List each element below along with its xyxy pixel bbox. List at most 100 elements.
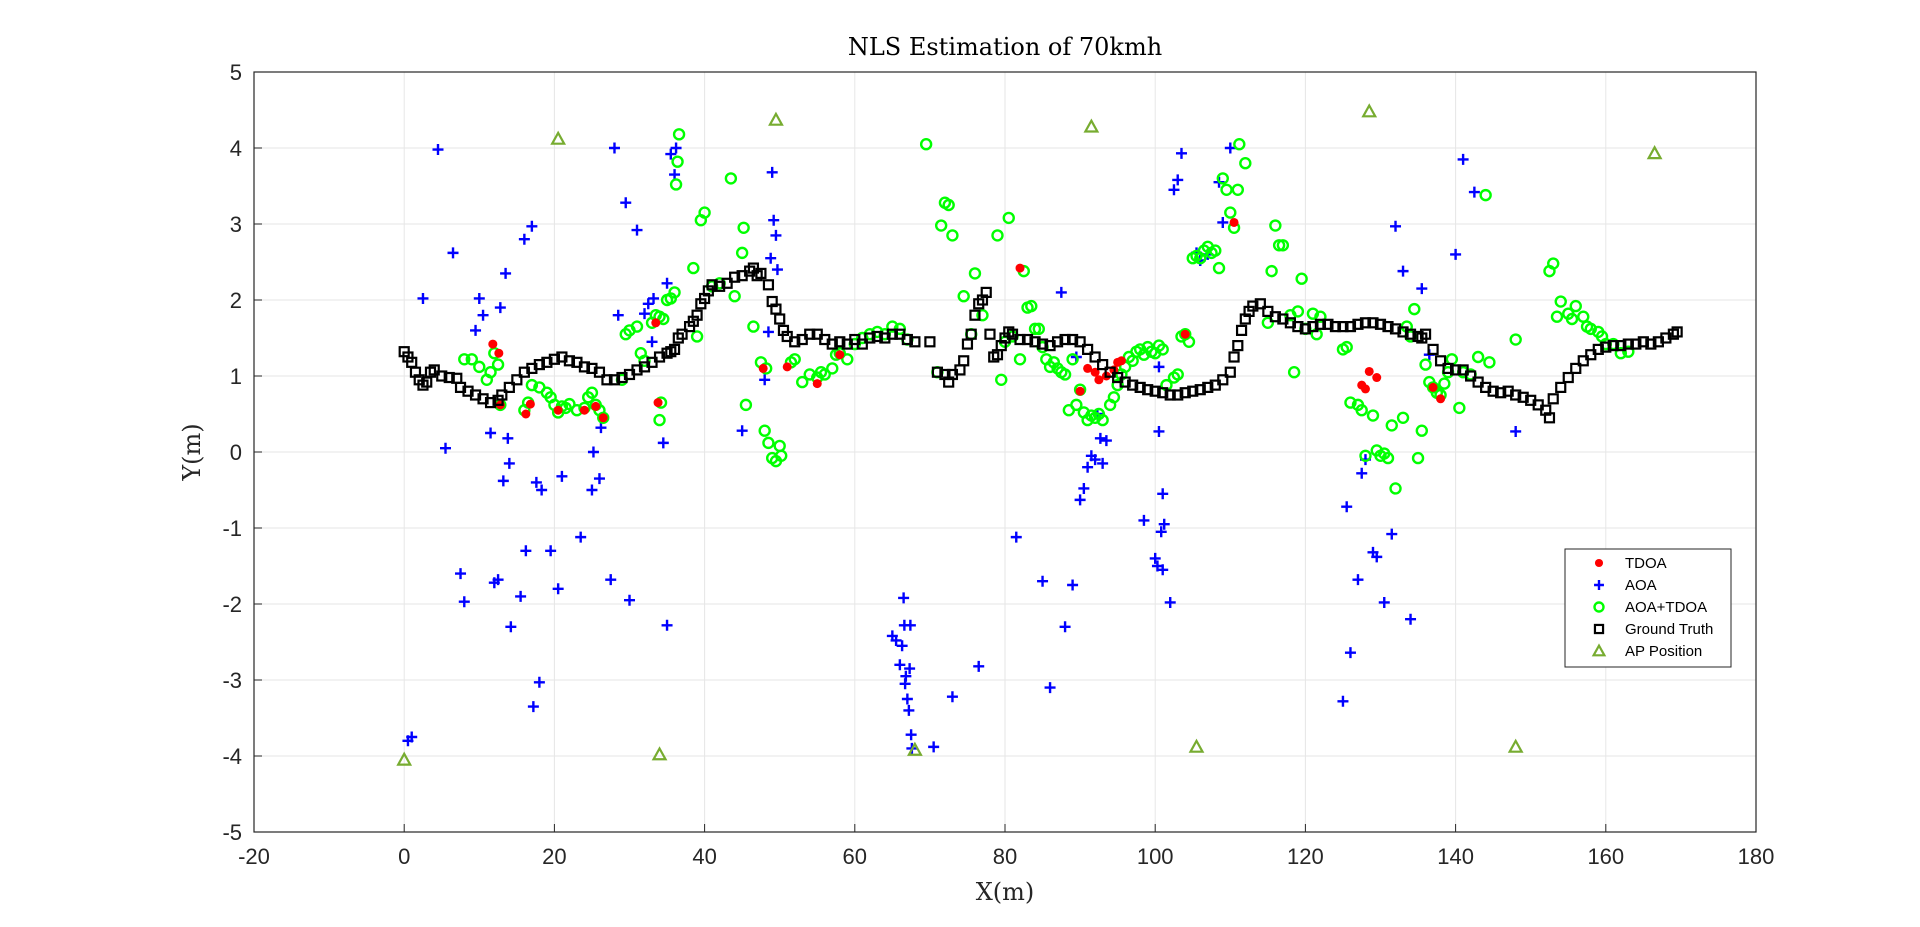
data-point xyxy=(1428,382,1438,392)
data-point xyxy=(1386,528,1398,540)
data-point xyxy=(1094,375,1104,385)
data-point xyxy=(1265,264,1278,278)
series-tdoa xyxy=(488,217,1446,423)
data-point xyxy=(417,292,429,304)
data-point xyxy=(969,309,981,321)
data-point xyxy=(593,473,605,485)
data-point xyxy=(1543,412,1556,424)
data-point xyxy=(477,309,489,321)
data-point xyxy=(1168,184,1180,196)
data-point xyxy=(1577,355,1589,367)
data-point xyxy=(668,286,681,299)
data-point xyxy=(653,413,666,427)
data-point xyxy=(1142,384,1154,396)
data-point xyxy=(515,590,527,602)
data-point xyxy=(904,663,916,675)
data-point xyxy=(691,309,703,321)
data-point xyxy=(672,128,686,141)
data-point xyxy=(646,336,658,348)
data-point xyxy=(1554,295,1567,308)
data-point xyxy=(1025,299,1038,313)
data-point xyxy=(657,437,669,449)
data-point xyxy=(1371,551,1383,563)
data-point xyxy=(492,574,504,586)
data-point xyxy=(587,446,599,458)
data-point xyxy=(1408,302,1421,316)
data-point xyxy=(1361,103,1378,118)
data-point xyxy=(530,476,542,488)
x-tick-label: 60 xyxy=(843,844,867,869)
data-point xyxy=(1630,338,1642,350)
data-point xyxy=(1450,248,1462,260)
data-point xyxy=(1645,338,1657,350)
data-point xyxy=(1153,361,1165,373)
data-point xyxy=(1254,298,1266,310)
data-point xyxy=(729,271,741,283)
data-point xyxy=(714,280,726,292)
data-point xyxy=(1291,305,1305,318)
data-point xyxy=(762,279,775,291)
data-point xyxy=(458,353,471,366)
data-point xyxy=(706,279,718,291)
data-point xyxy=(455,568,467,580)
data-point xyxy=(1427,343,1439,355)
data-point xyxy=(1028,322,1042,336)
data-point xyxy=(601,374,613,386)
data-point xyxy=(1224,142,1236,154)
data-point xyxy=(768,111,784,126)
data-point xyxy=(1233,137,1246,151)
data-point xyxy=(976,309,989,322)
data-point xyxy=(432,144,444,156)
data-point xyxy=(1157,564,1169,576)
data-point xyxy=(1157,488,1169,500)
data-point xyxy=(755,267,767,279)
data-point xyxy=(973,660,985,672)
y-tick-label: -5 xyxy=(222,820,242,845)
data-point xyxy=(511,374,523,386)
data-point xyxy=(1149,552,1161,564)
legend-marker xyxy=(1594,580,1604,590)
data-point xyxy=(1164,389,1176,401)
data-point xyxy=(1229,217,1239,227)
data-point xyxy=(436,370,448,382)
data-point xyxy=(1217,374,1229,386)
data-point xyxy=(1261,316,1275,329)
data-point xyxy=(965,328,977,340)
data-point xyxy=(1059,333,1071,346)
data-point xyxy=(1138,514,1150,526)
data-point xyxy=(1646,145,1663,160)
series-aoa xyxy=(402,142,1522,754)
data-point xyxy=(1188,738,1205,753)
data-point xyxy=(909,336,921,348)
data-point xyxy=(458,596,470,608)
data-point xyxy=(494,302,506,314)
data-point xyxy=(826,362,839,375)
data-point xyxy=(1194,384,1206,396)
data-point xyxy=(1287,366,1301,379)
data-point xyxy=(737,221,750,235)
data-point xyxy=(946,691,958,703)
data-point xyxy=(605,574,617,586)
data-point xyxy=(1671,326,1683,338)
data-point xyxy=(591,401,601,411)
data-point xyxy=(548,353,561,365)
x-tick-label: 80 xyxy=(993,844,1017,869)
data-point xyxy=(1390,220,1402,232)
legend-label: AOA+TDOA xyxy=(1625,599,1707,616)
data-point xyxy=(527,701,539,713)
data-point xyxy=(579,405,589,415)
data-point xyxy=(942,198,955,212)
data-point xyxy=(1292,321,1304,333)
data-point xyxy=(1149,385,1161,397)
data-point xyxy=(690,330,704,343)
data-point xyxy=(721,277,733,289)
data-point xyxy=(595,422,607,434)
data-point xyxy=(624,594,635,606)
data-point xyxy=(1096,413,1109,427)
data-point xyxy=(1082,461,1094,473)
data-point xyxy=(1066,333,1079,346)
data-point xyxy=(1562,371,1574,384)
data-point xyxy=(1055,286,1067,298)
data-point xyxy=(1637,336,1649,348)
data-point xyxy=(759,374,771,386)
